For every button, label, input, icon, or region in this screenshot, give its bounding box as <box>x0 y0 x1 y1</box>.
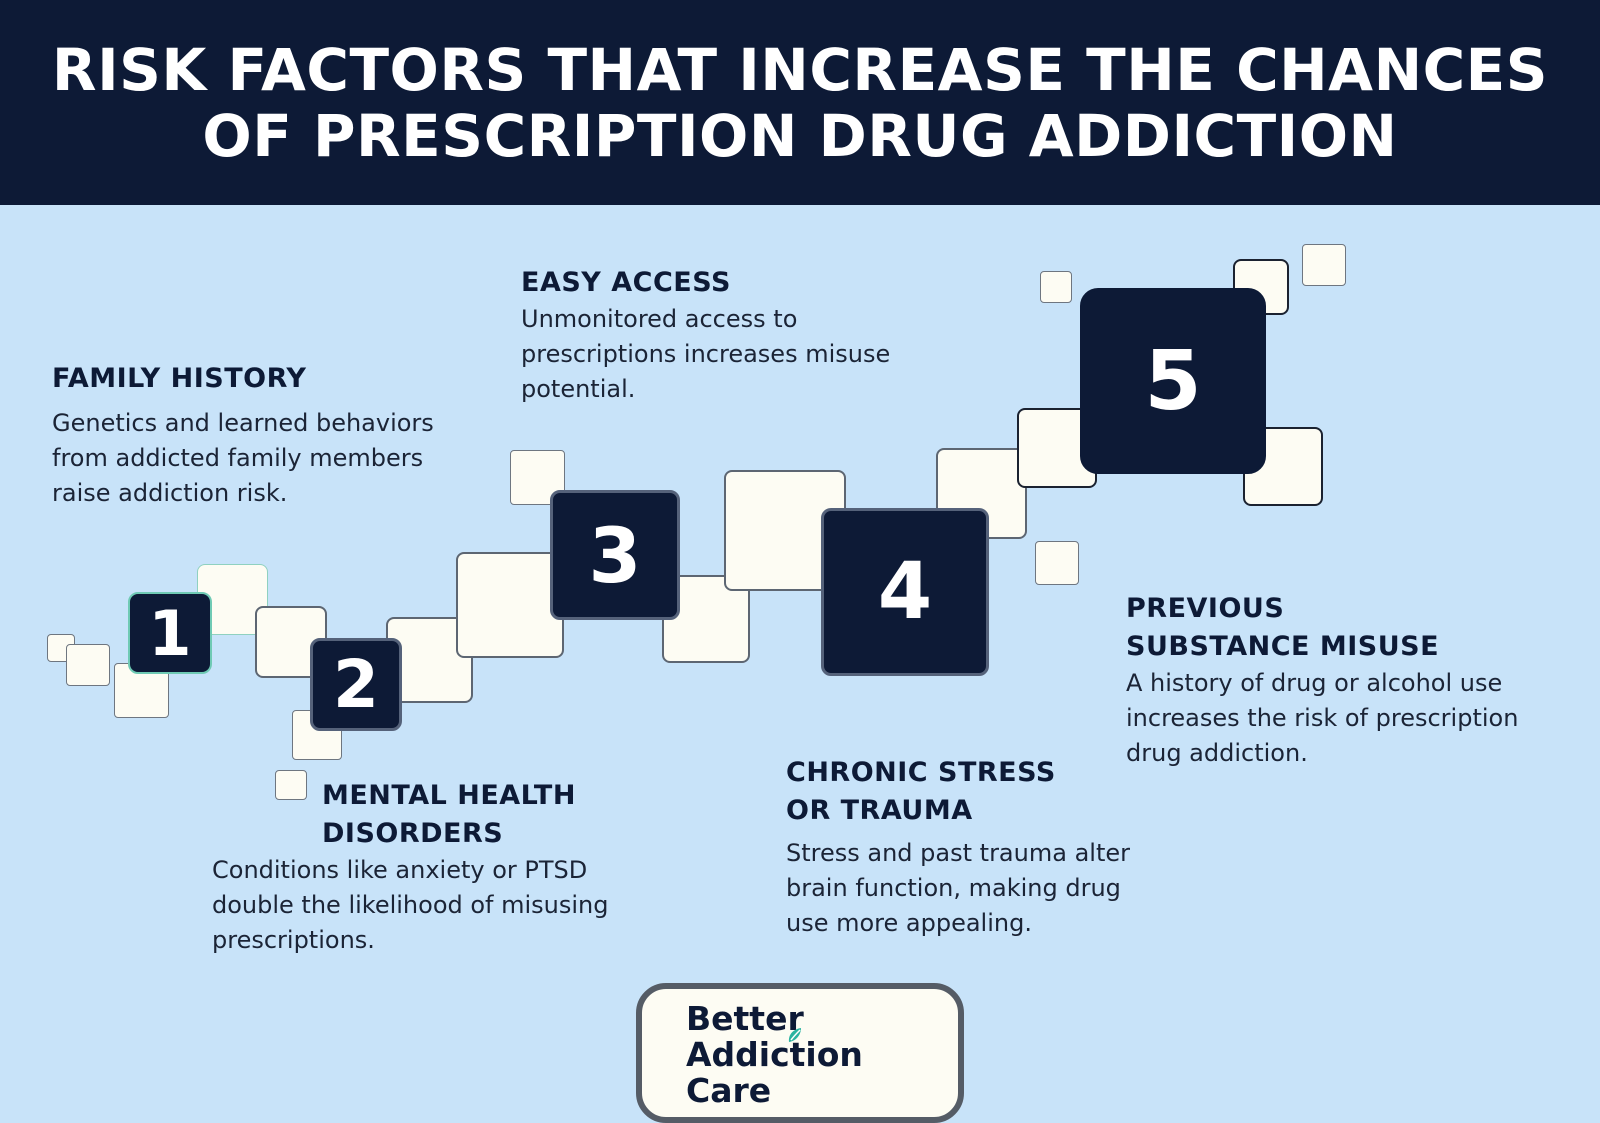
step-description: Unmonitored access to prescriptions incr… <box>521 305 891 403</box>
brand-logo: Better Addiction Care <box>686 999 863 1110</box>
decor-square <box>456 552 564 658</box>
step-title: PREVIOUS SUBSTANCE MISUSE <box>1126 593 1440 662</box>
header-banner: RISK FACTORS THAT INCREASE THE CHANCES O… <box>0 0 1600 205</box>
step-number-4: 4 <box>821 508 989 676</box>
step-block-chronic-stress: CHRONIC STRESS OR TRAUMA Stress and past… <box>786 754 1156 941</box>
decor-square <box>1035 541 1079 585</box>
decor-square <box>275 770 307 800</box>
step-number-1: 1 <box>128 592 212 674</box>
step-block-easy-access: EASY ACCESS Unmonitored access to prescr… <box>521 264 941 407</box>
decor-square <box>1040 271 1072 303</box>
step-block-previous-misuse: PREVIOUS SUBSTANCE MISUSE A history of d… <box>1126 590 1566 771</box>
step-description: A history of drug or alcohol use increas… <box>1126 669 1519 767</box>
leaf-icon <box>788 1028 801 1042</box>
step-description: Genetics and learned behaviors from addi… <box>52 409 434 507</box>
page-title: RISK FACTORS THAT INCREASE THE CHANCES O… <box>51 35 1549 170</box>
step-title: CHRONIC STRESS OR TRAUMA <box>786 757 1056 826</box>
decor-square <box>66 644 110 686</box>
brand-logo-card: Better Addiction Care <box>636 983 964 1123</box>
step-block-family-history: FAMILY HISTORY Genetics and learned beha… <box>52 360 472 511</box>
decor-square <box>1302 244 1346 286</box>
step-description: Stress and past trauma alter brain funct… <box>786 839 1130 937</box>
step-number-3: 3 <box>550 490 680 620</box>
step-block-mental-health: MENTAL HEALTH DISORDERS Conditions like … <box>212 777 632 958</box>
step-title: FAMILY HISTORY <box>52 363 307 394</box>
step-number-2: 2 <box>310 638 402 731</box>
step-number-5: 5 <box>1080 288 1266 474</box>
step-title: MENTAL HEALTH DISORDERS <box>322 780 576 849</box>
step-title: EASY ACCESS <box>521 267 731 298</box>
step-description: Conditions like anxiety or PTSD double t… <box>212 856 609 954</box>
